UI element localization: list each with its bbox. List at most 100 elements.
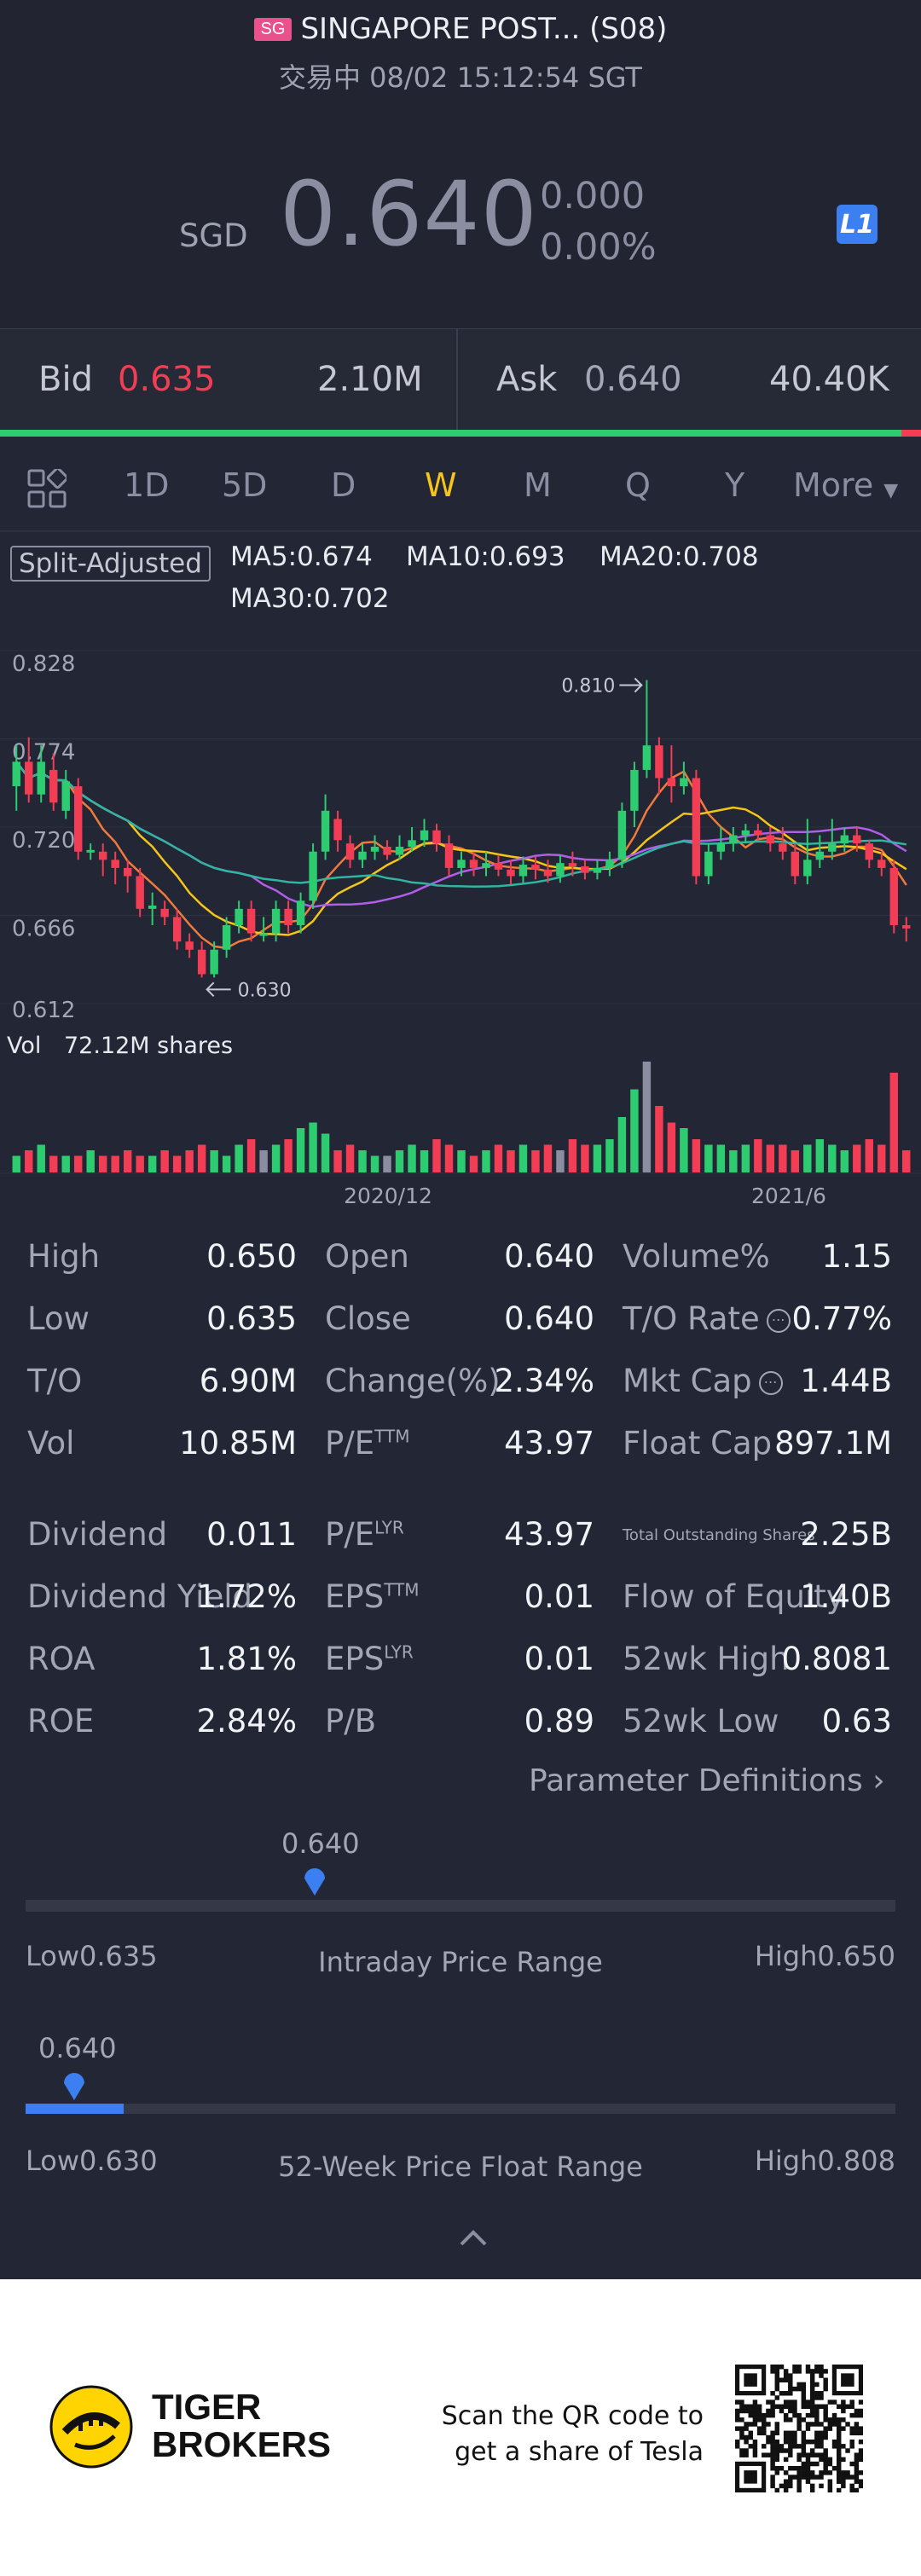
candle-body: [160, 908, 169, 918]
tab-m[interactable]: M: [524, 466, 552, 504]
stat-value: 0.650: [206, 1238, 297, 1275]
candle-body: [815, 851, 825, 860]
candle-body: [49, 769, 58, 803]
volume-bar: [210, 1150, 218, 1172]
volume-bar: [754, 1139, 762, 1172]
volume-bar: [25, 1150, 33, 1172]
min-price-label: 0.630: [238, 980, 292, 1001]
candle-body: [383, 847, 391, 855]
stat-label: T/O: [27, 1363, 82, 1399]
x-tick-label: 2020/12: [344, 1184, 432, 1208]
tab-d[interactable]: D: [331, 466, 356, 504]
volume-bar: [98, 1155, 107, 1172]
stat-label-text: Low: [27, 1300, 90, 1337]
period-tabs: 1D 5D D W M Q Y More ▼: [0, 437, 921, 532]
week52-track: [26, 2104, 895, 2114]
level-badge[interactable]: L1: [837, 205, 878, 244]
candle-body: [507, 869, 515, 877]
stat-label: Flow of Equity: [623, 1578, 845, 1615]
bid-size: 2.10M: [317, 360, 423, 399]
tab-1d[interactable]: 1D: [124, 466, 170, 504]
stat-label: Mkt Cap ⋯: [623, 1363, 783, 1399]
week52-pin-icon: [64, 2073, 84, 2100]
stat-label-text: P/B: [325, 1703, 377, 1740]
stat-label-text: Float Cap: [623, 1425, 773, 1462]
stat-label-text: Dividend: [27, 1516, 168, 1553]
trading-status: 交易中 08/02 15:12:54 SGT: [279, 61, 642, 94]
info-icon[interactable]: ⋯: [758, 1370, 783, 1395]
bid-label: Bid: [38, 360, 93, 399]
brand-name: TIGER BROKERS: [152, 2388, 331, 2463]
stat-label: Dividend Yield: [27, 1578, 252, 1615]
tab-more[interactable]: More ▼: [793, 466, 898, 504]
candle-body: [803, 860, 812, 877]
candle-body: [395, 847, 404, 855]
candle-body: [865, 843, 873, 860]
tab-w[interactable]: W: [425, 466, 457, 504]
stat-label-text: P/E: [325, 1425, 375, 1462]
candle-body: [432, 830, 441, 844]
candle-body: [667, 778, 676, 787]
stat-label-text: High: [27, 1238, 101, 1275]
stat-label: Dividend: [27, 1516, 167, 1553]
candle-body: [420, 830, 429, 841]
qr-code[interactable]: [735, 2365, 863, 2492]
stock-name: SINGAPORE POST... (S08): [300, 12, 668, 46]
kline-chart[interactable]: 0.828 0.774 0.720 0.666 0.612 0.810 0.630 Vol 72…: [0, 533, 921, 1224]
stock-title[interactable]: SG SINGAPORE POST... (S08): [0, 12, 921, 46]
candle-body: [878, 860, 886, 868]
qr-cta: Scan the QR code to get a share of Tesla: [442, 2399, 704, 2470]
stat-label: Change(%): [325, 1363, 501, 1399]
volume-bar: [383, 1155, 391, 1172]
volume-bar: [494, 1144, 503, 1172]
intraday-track: [26, 1900, 895, 1912]
volume-bar: [420, 1150, 429, 1172]
candle-body: [902, 925, 911, 929]
split-adjusted-toggle[interactable]: Split-Adjusted: [10, 546, 211, 582]
candle-body: [593, 867, 602, 873]
candle-body: [86, 849, 95, 853]
candle-body: [345, 843, 355, 860]
last-price: 0.640: [280, 162, 538, 266]
candle-body: [482, 863, 490, 868]
stat-value: 0.89: [524, 1703, 594, 1740]
stat-label-text: Total Outstanding Shares: [623, 1526, 815, 1544]
candle-body: [74, 786, 83, 852]
stat-value: 1.15: [821, 1238, 892, 1275]
tab-5d[interactable]: 5D: [222, 466, 268, 504]
candle-body: [779, 843, 787, 852]
volume-bar: [37, 1144, 45, 1172]
grid-layout-icon[interactable]: [27, 469, 67, 508]
stat-label-text: Vol: [27, 1425, 75, 1462]
volume-bar: [309, 1122, 317, 1172]
week52-marker-label: 0.640: [38, 2032, 117, 2064]
ma10-label: MA10:0.693: [406, 541, 565, 572]
stat-value: 0.011: [206, 1516, 297, 1553]
tab-y[interactable]: Y: [725, 466, 745, 504]
volume-bar: [358, 1150, 367, 1172]
stat-label: Low: [27, 1300, 90, 1337]
change-value: 0.000: [540, 175, 646, 217]
info-icon[interactable]: ⋯: [766, 1308, 791, 1333]
candle-body: [25, 761, 33, 795]
volume-bar: [271, 1144, 281, 1172]
tab-q[interactable]: Q: [625, 466, 651, 504]
y-tick-label: 0.720: [12, 828, 75, 854]
volume-bar: [902, 1150, 911, 1172]
candle-body: [321, 810, 330, 852]
week52-high: High0.808: [754, 2145, 895, 2177]
volume-bar: [136, 1155, 144, 1172]
volume-bar: [469, 1155, 478, 1172]
intraday-marker-label: 0.640: [281, 1827, 360, 1860]
stat-label-text: 52wk Low: [623, 1703, 779, 1740]
stat-label-text: Change(%): [325, 1363, 501, 1399]
stat-label-text: Close: [325, 1300, 411, 1337]
volume-bar: [259, 1150, 268, 1172]
volume-bar: [642, 1062, 652, 1172]
parameter-definitions-link[interactable]: Parameter Definitions ›: [529, 1763, 885, 1798]
volume-bar: [581, 1144, 589, 1172]
y-tick-label: 0.666: [12, 917, 75, 942]
chevron-up-icon[interactable]: [456, 2227, 490, 2248]
stat-label-text: Volume%: [623, 1238, 770, 1275]
candle-body: [111, 860, 119, 868]
